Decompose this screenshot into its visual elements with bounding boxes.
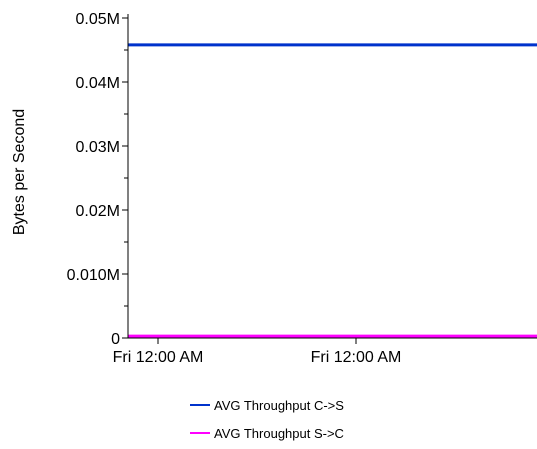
- y-tick-label: 0.03M: [76, 139, 120, 156]
- series-lines: [128, 43, 537, 338]
- y-tick-label: 0.05M: [76, 11, 120, 28]
- legend: AVG Throughput C->S AVG Throughput S->C: [190, 398, 344, 441]
- y-tick-label: 0.04M: [76, 75, 120, 92]
- y-tick-label: 0.010M: [67, 267, 120, 284]
- x-axis-ticks: Fri 12:00 AM Fri 12:00 AM: [113, 338, 402, 366]
- x-tick-label: Fri 12:00 AM: [311, 349, 402, 366]
- legend-label: AVG Throughput S->C: [214, 426, 344, 441]
- y-axis-title: Bytes per Second: [11, 109, 28, 235]
- y-tick-label: 0.02M: [76, 203, 120, 220]
- x-tick-label: Fri 12:00 AM: [113, 349, 204, 366]
- legend-label: AVG Throughput C->S: [214, 398, 344, 413]
- y-axis-ticks: 0 0.010M 0.02M 0.03M 0.04M 0.05M: [67, 11, 128, 348]
- y-tick-label: 0: [111, 331, 120, 348]
